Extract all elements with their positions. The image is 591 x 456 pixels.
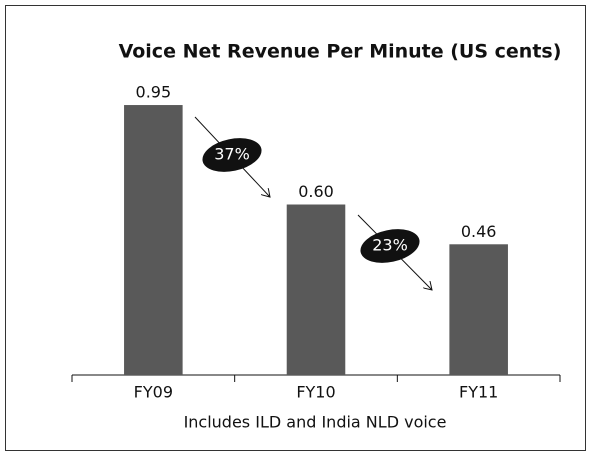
value-label: 0.46 bbox=[461, 222, 497, 241]
x-tick-label: FY09 bbox=[134, 383, 173, 402]
x-axis-label: Includes ILD and India NLD voice bbox=[184, 413, 447, 432]
annotation-badge bbox=[202, 138, 262, 172]
bar bbox=[124, 105, 183, 376]
annotation: 23% bbox=[372, 236, 408, 255]
value-label: 0.60 bbox=[298, 182, 334, 201]
annotation: 37% bbox=[214, 145, 250, 164]
bar bbox=[286, 204, 346, 375]
bar bbox=[449, 244, 508, 375]
x-tick-label: FY11 bbox=[459, 383, 498, 402]
value-label: 0.95 bbox=[136, 83, 172, 102]
chart-title: Voice Net Revenue Per Minute (US cents) bbox=[119, 41, 562, 63]
x-tick-label: FY10 bbox=[296, 383, 335, 402]
annotation-badge bbox=[360, 229, 420, 263]
